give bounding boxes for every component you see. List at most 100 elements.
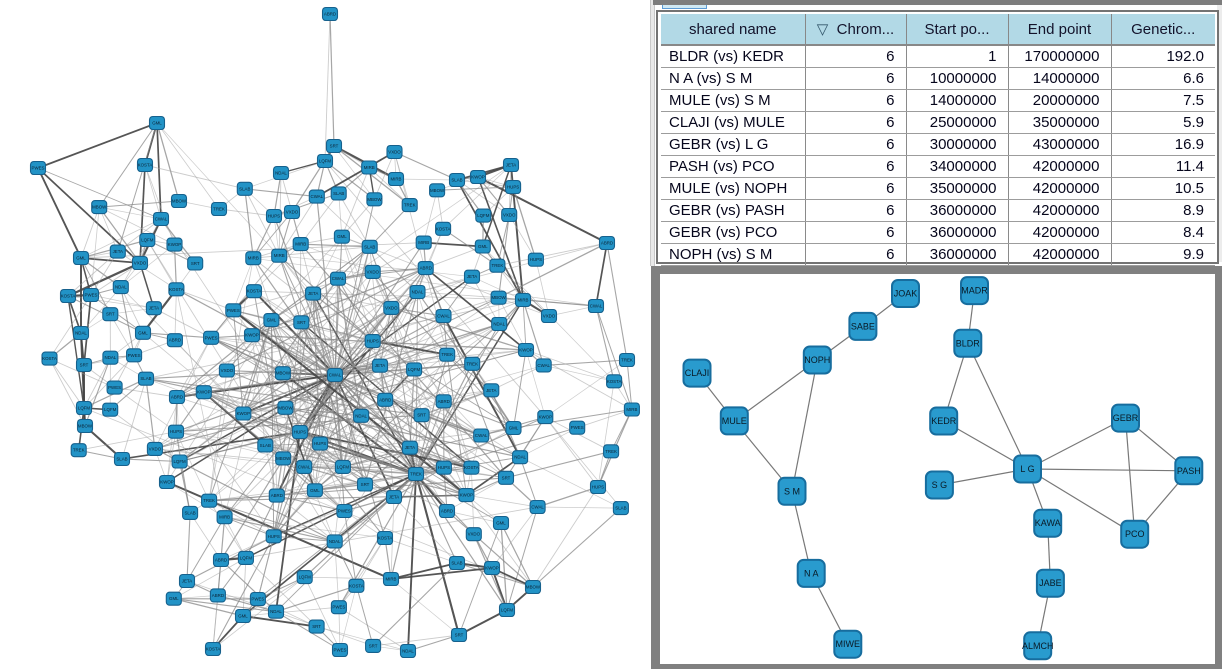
svg-text:KOSTA: KOSTA bbox=[607, 379, 622, 384]
svg-text:VXDO: VXDO bbox=[221, 368, 234, 373]
svg-text:CWAL: CWAL bbox=[437, 314, 450, 319]
svg-text:SRT: SRT bbox=[330, 144, 339, 149]
svg-text:MIRB: MIRB bbox=[295, 242, 306, 247]
svg-text:MBOW: MBOW bbox=[492, 295, 507, 300]
svg-text:JOAK: JOAK bbox=[894, 289, 918, 299]
svg-text:KWOP: KWOP bbox=[519, 348, 532, 353]
svg-text:CWAL: CWAL bbox=[590, 304, 603, 309]
svg-text:S G: S G bbox=[932, 480, 948, 490]
svg-text:MBOW: MBOW bbox=[78, 424, 93, 429]
svg-text:BLDR: BLDR bbox=[956, 338, 981, 348]
svg-text:SABE: SABE bbox=[851, 321, 875, 331]
svg-text:KOSTA: KOSTA bbox=[464, 465, 479, 470]
svg-text:CLAJI: CLAJI bbox=[685, 368, 710, 378]
svg-text:PWES: PWES bbox=[128, 353, 141, 358]
svg-text:ABRD: ABRD bbox=[324, 12, 336, 17]
svg-text:PWES: PWES bbox=[32, 166, 45, 171]
svg-text:JETA: JETA bbox=[308, 291, 318, 296]
svg-text:NDAL: NDAL bbox=[329, 539, 341, 544]
svg-text:ABRD: ABRD bbox=[379, 397, 391, 402]
svg-text:PWES: PWES bbox=[85, 293, 98, 298]
svg-text:VXDO: VXDO bbox=[503, 213, 516, 218]
svg-text:SLAB: SLAB bbox=[184, 510, 195, 515]
svg-text:JETA: JETA bbox=[182, 579, 192, 584]
svg-text:NDAL: NDAL bbox=[270, 609, 282, 614]
svg-text:GML: GML bbox=[152, 121, 162, 126]
svg-text:KWOP: KWOP bbox=[197, 390, 210, 395]
svg-text:SRT: SRT bbox=[369, 643, 378, 648]
svg-text:CWAL: CWAL bbox=[332, 276, 345, 281]
svg-text:GML: GML bbox=[238, 614, 248, 619]
svg-text:TREK: TREK bbox=[605, 449, 617, 454]
svg-text:VXDO: VXDO bbox=[385, 305, 398, 310]
svg-text:GML: GML bbox=[76, 256, 86, 261]
svg-text:GML: GML bbox=[310, 488, 320, 493]
svg-text:JABE: JABE bbox=[1039, 578, 1062, 588]
svg-text:MULE: MULE bbox=[722, 416, 747, 426]
svg-text:SRT: SRT bbox=[191, 261, 200, 266]
svg-text:CWAL: CWAL bbox=[475, 433, 488, 438]
svg-text:JETA: JETA bbox=[486, 388, 496, 393]
svg-text:SLAB: SLAB bbox=[615, 506, 626, 511]
svg-text:ABRD: ABRD bbox=[171, 395, 183, 400]
svg-text:LQFM: LQFM bbox=[141, 238, 154, 243]
svg-text:CWAL: CWAL bbox=[537, 363, 550, 368]
svg-text:HUPS: HUPS bbox=[294, 430, 306, 435]
svg-text:MBOW: MBOW bbox=[276, 371, 291, 376]
svg-text:KEDR: KEDR bbox=[931, 416, 957, 426]
svg-text:SRT: SRT bbox=[312, 624, 321, 629]
svg-text:HUPS: HUPS bbox=[268, 214, 280, 219]
svg-text:MBOW: MBOW bbox=[276, 456, 291, 461]
svg-text:TREK: TREK bbox=[213, 207, 225, 212]
svg-text:NDAL: NDAL bbox=[105, 355, 117, 360]
svg-text:PWES: PWES bbox=[251, 597, 264, 602]
svg-text:MIRB: MIRB bbox=[391, 177, 402, 182]
svg-text:MBOW: MBOW bbox=[367, 197, 382, 202]
svg-text:SRT: SRT bbox=[455, 633, 464, 638]
svg-text:VXDO: VXDO bbox=[543, 314, 556, 319]
svg-text:MIRB: MIRB bbox=[274, 253, 285, 258]
svg-text:HUPS: HUPS bbox=[268, 534, 280, 539]
svg-text:LQFM: LQFM bbox=[173, 459, 186, 464]
svg-text:GML: GML bbox=[509, 426, 519, 431]
svg-text:PWES: PWES bbox=[227, 308, 240, 313]
svg-text:MIWE: MIWE bbox=[836, 639, 861, 649]
svg-text:VXDO: VXDO bbox=[468, 532, 481, 537]
svg-text:KWOP: KWOP bbox=[168, 242, 181, 247]
svg-text:SRT: SRT bbox=[417, 413, 426, 418]
svg-text:NOPH: NOPH bbox=[804, 355, 830, 365]
svg-text:TREK: TREK bbox=[404, 203, 416, 208]
svg-text:VXDO: VXDO bbox=[388, 150, 401, 155]
svg-text:TREK: TREK bbox=[621, 358, 633, 363]
svg-text:HUPS: HUPS bbox=[367, 339, 379, 344]
svg-text:MIRB: MIRB bbox=[364, 165, 375, 170]
svg-text:NDAL: NDAL bbox=[355, 413, 367, 418]
svg-text:CWAL: CWAL bbox=[531, 505, 544, 510]
svg-text:KWOP: KWOP bbox=[160, 480, 173, 485]
svg-text:LQFM: LQFM bbox=[78, 406, 91, 411]
svg-text:SLAB: SLAB bbox=[116, 457, 127, 462]
svg-text:KWOP: KWOP bbox=[460, 493, 473, 498]
svg-text:NDAL: NDAL bbox=[75, 331, 87, 336]
svg-text:TREK: TREK bbox=[492, 263, 504, 268]
svg-text:NDAL: NDAL bbox=[115, 285, 127, 290]
svg-text:HUPS: HUPS bbox=[170, 429, 182, 434]
svg-text:MIRB: MIRB bbox=[418, 240, 429, 245]
svg-text:VXDO: VXDO bbox=[286, 210, 299, 215]
svg-text:MIRB: MIRB bbox=[219, 515, 230, 520]
svg-text:VXDO: VXDO bbox=[149, 446, 162, 451]
svg-text:KOSTA: KOSTA bbox=[436, 226, 451, 231]
svg-text:KWOP: KWOP bbox=[237, 411, 250, 416]
svg-text:KOSTA: KOSTA bbox=[169, 287, 184, 292]
svg-text:KOSTA: KOSTA bbox=[138, 163, 153, 168]
svg-text:S M: S M bbox=[784, 486, 800, 496]
svg-text:MBOW: MBOW bbox=[172, 199, 187, 204]
svg-text:KOSTA: KOSTA bbox=[378, 536, 393, 541]
svg-text:NDAL: NDAL bbox=[514, 455, 526, 460]
svg-text:TREK: TREK bbox=[73, 448, 85, 453]
svg-text:ALMCH: ALMCH bbox=[1022, 641, 1054, 651]
svg-text:SLAB: SLAB bbox=[140, 376, 151, 381]
svg-text:JETA: JETA bbox=[375, 363, 385, 368]
svg-text:GEBR: GEBR bbox=[1113, 413, 1139, 423]
svg-text:SLAB: SLAB bbox=[451, 178, 462, 183]
